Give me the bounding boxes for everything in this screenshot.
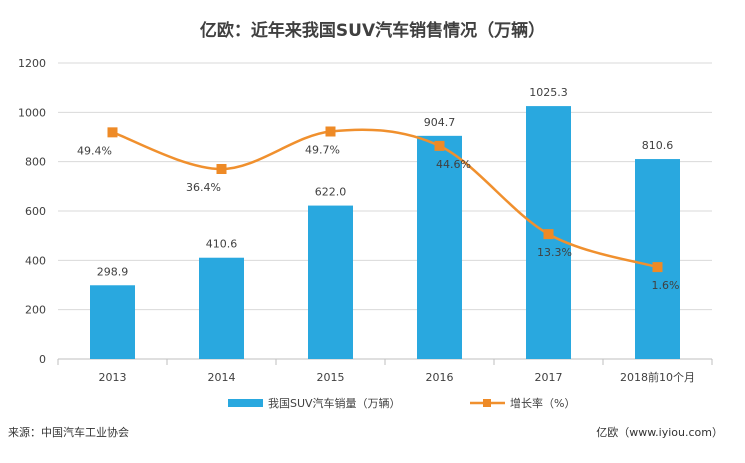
legend-line-label: 增长率（%） bbox=[510, 396, 575, 410]
line-marker bbox=[325, 126, 336, 137]
line-value-label: 44.6% bbox=[436, 158, 471, 171]
y-tick-label: 800 bbox=[25, 156, 46, 169]
brand-note: 亿欧（www.iyiou.com） bbox=[596, 426, 723, 439]
bar bbox=[308, 205, 353, 359]
line-marker bbox=[652, 262, 663, 273]
y-tick-label: 200 bbox=[25, 304, 46, 317]
bar-value-label: 810.6 bbox=[642, 139, 674, 152]
bar-value-label: 1025.3 bbox=[529, 86, 568, 99]
x-tick-label: 2017 bbox=[535, 371, 563, 384]
y-tick-label: 400 bbox=[25, 254, 46, 267]
source-note: 来源：中国汽车工业协会 bbox=[8, 426, 129, 439]
bar bbox=[635, 159, 680, 359]
gridlines bbox=[58, 62, 712, 360]
line-marker bbox=[543, 229, 554, 240]
legend-bar-swatch bbox=[228, 399, 263, 407]
x-tick-label: 2013 bbox=[99, 371, 127, 384]
bar-series bbox=[90, 106, 680, 359]
line-series bbox=[107, 126, 663, 273]
line-data-labels: 49.4% 36.4% 49.7% 44.6% 13.3% 1.6% bbox=[77, 144, 679, 293]
y-tick-label: 1200 bbox=[18, 57, 46, 70]
bar bbox=[90, 285, 135, 359]
bar-value-label: 904.7 bbox=[424, 116, 456, 129]
bar-data-labels: 298.9 410.6 622.0 904.7 1025.3 810.6 bbox=[97, 86, 674, 278]
y-tick-label: 0 bbox=[39, 353, 46, 366]
legend-bar-label: 我国SUV汽车销量（万辆） bbox=[268, 396, 401, 410]
y-tick-label: 1000 bbox=[18, 106, 46, 119]
line-value-label: 13.3% bbox=[537, 246, 572, 259]
bar-value-label: 622.0 bbox=[315, 186, 347, 199]
line-marker bbox=[434, 140, 445, 151]
bar-value-label: 298.9 bbox=[97, 265, 129, 278]
x-axis: 2013 2014 2015 2016 2017 2018前10个月 bbox=[57, 358, 713, 384]
bar bbox=[199, 257, 244, 359]
x-tick-label: 2014 bbox=[208, 371, 236, 384]
line-value-label: 49.4% bbox=[77, 144, 112, 157]
y-tick-label: 600 bbox=[25, 205, 46, 218]
growth-rate-line bbox=[112, 128, 658, 269]
line-value-label: 49.7% bbox=[305, 144, 340, 157]
y-axis: 0 200 400 600 800 1000 1200 bbox=[18, 57, 46, 366]
bar-value-label: 410.6 bbox=[206, 238, 238, 251]
line-value-label: 36.4% bbox=[186, 181, 221, 194]
chart-title: 亿欧：近年来我国SUV汽车销售情况（万辆） bbox=[199, 21, 546, 41]
line-marker bbox=[216, 163, 227, 174]
line-marker bbox=[107, 127, 118, 138]
legend: 我国SUV汽车销量（万辆） 增长率（%） bbox=[228, 396, 575, 410]
legend-line-marker bbox=[483, 399, 491, 407]
x-tick-label: 2015 bbox=[317, 371, 345, 384]
bar bbox=[417, 135, 462, 359]
line-value-label: 1.6% bbox=[652, 279, 680, 292]
x-tick-label: 2016 bbox=[426, 371, 454, 384]
x-tick-label: 2018前10个月 bbox=[620, 370, 695, 384]
